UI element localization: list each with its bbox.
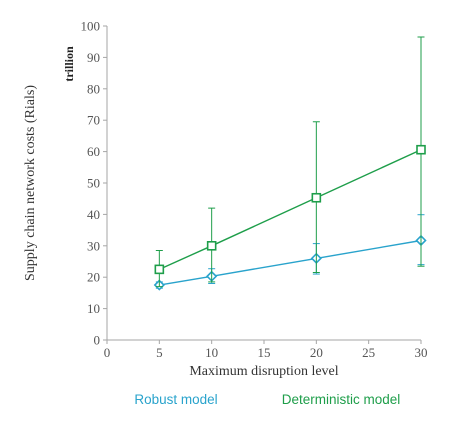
data-point <box>206 241 217 251</box>
y-tick-label: 20 <box>87 270 100 285</box>
series-robust <box>153 214 427 291</box>
legend-robust: Robust model <box>134 392 217 407</box>
axes: 0 10 20 30 40 50 60 70 80 90 100 0 5 10 15 20 25 30 <box>81 19 428 361</box>
x-tick-label: 20 <box>310 345 323 360</box>
data-point <box>311 192 322 203</box>
x-tick-label: 15 <box>258 345 271 360</box>
y-tick-label: 30 <box>87 238 100 253</box>
series-layer <box>153 36 427 291</box>
legend-deterministic: Deterministic model <box>282 392 401 407</box>
y-tick-label: 0 <box>94 333 101 348</box>
x-tick-label: 5 <box>156 345 163 360</box>
data-point <box>416 144 426 155</box>
x-tick-label: 10 <box>205 345 218 360</box>
x-tick-label: 30 <box>415 345 428 360</box>
series-line <box>159 239 422 286</box>
series-line <box>159 149 422 271</box>
y-tick-label: 60 <box>87 144 100 159</box>
y-unit-label: trillion <box>62 46 76 82</box>
x-axis-title: Maximum disruption level <box>189 364 338 379</box>
y-tick-label: 10 <box>87 301 100 316</box>
x-tick-label: 0 <box>104 345 111 360</box>
y-tick-label: 50 <box>87 176 100 191</box>
y-tick-label: 40 <box>87 207 100 222</box>
y-axis-title: Supply chain network costs (Rials) <box>23 85 38 281</box>
y-tick-label: 70 <box>87 113 100 128</box>
x-tick-label: 25 <box>362 345 375 360</box>
y-tick-label: 100 <box>81 19 101 34</box>
series-deterministic <box>154 36 426 288</box>
y-tick-label: 90 <box>87 50 100 65</box>
data-point <box>154 264 165 275</box>
y-tick-label: 80 <box>87 81 100 96</box>
